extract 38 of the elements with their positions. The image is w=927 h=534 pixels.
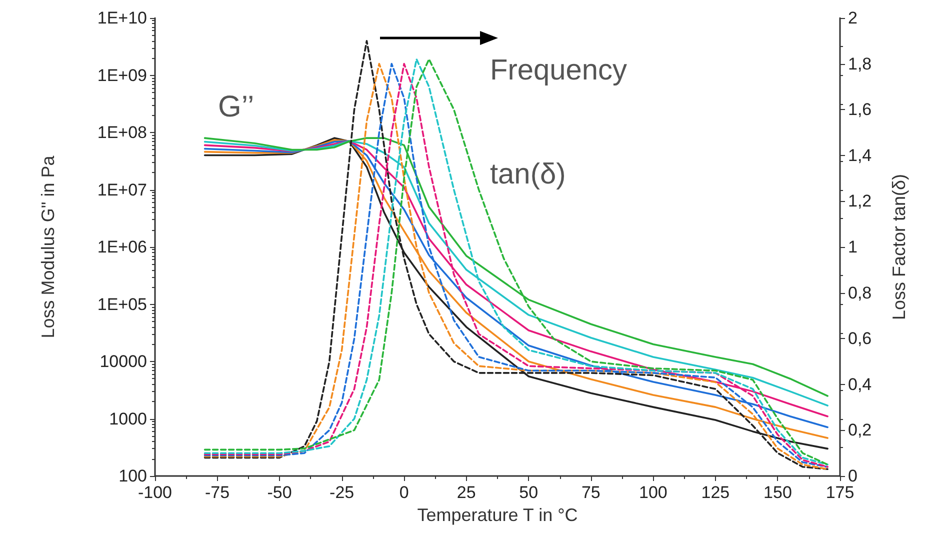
y2-tick-label: 2 — [848, 8, 858, 28]
y-tick-label: 1E+07 — [97, 180, 147, 200]
x-tick-label: -50 — [267, 483, 292, 502]
y-tick-label: 1E+05 — [97, 294, 147, 314]
x-tick-label: 25 — [456, 483, 476, 502]
x-tick-label: -25 — [330, 483, 354, 502]
annotation: tan(δ) — [490, 158, 566, 190]
x-tick-label: 125 — [701, 483, 730, 502]
y-tick-label: 1E+06 — [97, 238, 147, 256]
x-tick-label: 75 — [581, 483, 600, 502]
y2-tick-label: 1 — [848, 238, 858, 256]
y-tick-label: 1E+09 — [97, 66, 147, 85]
x-tick-label: -75 — [204, 483, 230, 502]
y-axis-title: Loss Modulus G" in Pa — [38, 154, 58, 338]
y-tick-label: 1000 — [109, 409, 147, 428]
y2-tick-label: 1,4 — [848, 146, 872, 165]
x-tick-label: 175 — [826, 483, 854, 502]
y2-tick-label: 1,6 — [848, 100, 872, 120]
y-tick-label: 1E+08 — [97, 123, 147, 142]
x-axis-title: Temperature T in °C — [417, 504, 578, 525]
annotation: G’’ — [218, 90, 254, 124]
y2-axis-title: Loss Factor tan(δ) — [889, 174, 909, 320]
y2-tick-label: 0,2 — [848, 420, 872, 440]
y2-tick-label: 0 — [848, 466, 858, 486]
x-tick-label: -100 — [138, 483, 172, 502]
y-tick-label: 10000 — [100, 352, 147, 371]
y2-tick-label: 0,6 — [848, 329, 872, 348]
y-tick-label: 100 — [118, 466, 147, 486]
x-tick-label: 0 — [399, 483, 409, 502]
y2-tick-label: 0,4 — [848, 374, 872, 394]
x-tick-label: 100 — [638, 483, 668, 502]
y2-tick-label: 0,8 — [848, 283, 872, 302]
x-tick-label: 150 — [764, 483, 792, 502]
y-tick-label: 1E+10 — [97, 8, 147, 28]
x-tick-label: 50 — [519, 483, 538, 502]
y2-tick-label: 1,8 — [848, 54, 872, 74]
y2-tick-label: 1,2 — [848, 192, 872, 211]
annotation: Frequency — [490, 54, 628, 86]
